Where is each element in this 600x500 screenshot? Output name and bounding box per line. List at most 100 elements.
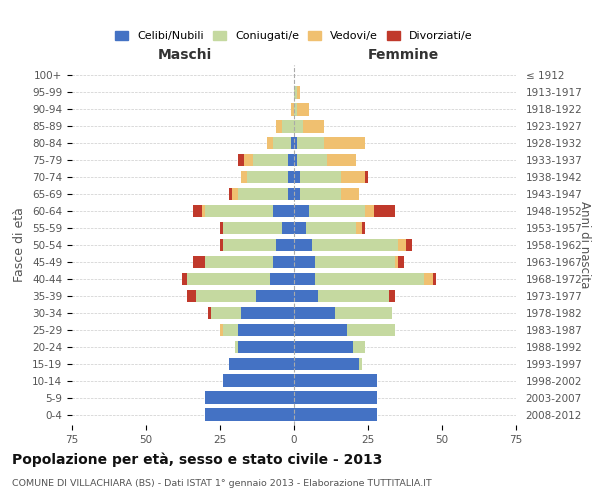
Bar [294, 290, 317, 302]
Bar [282, 120, 294, 132]
Bar [288, 170, 294, 183]
Y-axis label: Fasce di età: Fasce di età [13, 208, 26, 282]
Bar [238, 324, 294, 336]
Bar [232, 188, 238, 200]
Bar [335, 306, 392, 320]
Bar [294, 238, 312, 252]
Bar [294, 204, 309, 218]
Bar [273, 136, 291, 149]
Bar [271, 272, 294, 285]
Bar [247, 170, 288, 183]
Bar [235, 340, 238, 353]
Bar [398, 238, 406, 252]
Bar [238, 188, 288, 200]
Bar [223, 238, 276, 252]
Bar [253, 154, 288, 166]
Bar [229, 188, 232, 200]
Bar [297, 86, 300, 99]
Text: Maschi: Maschi [157, 48, 212, 62]
Bar [208, 306, 211, 320]
Legend: Celibi/Nubili, Coniugati/e, Vedovi/e, Divorziati/e: Celibi/Nubili, Coniugati/e, Vedovi/e, Di… [112, 28, 476, 44]
Bar [241, 306, 294, 320]
Bar [220, 324, 223, 336]
Bar [294, 120, 303, 132]
Bar [220, 222, 223, 234]
Bar [291, 103, 294, 116]
Bar [294, 170, 300, 183]
Bar [238, 340, 294, 353]
Bar [205, 408, 294, 421]
Bar [294, 392, 377, 404]
Bar [294, 256, 315, 268]
Bar [306, 222, 356, 234]
Bar [223, 324, 238, 336]
Bar [202, 204, 205, 218]
Bar [273, 256, 294, 268]
Bar [294, 306, 335, 320]
Bar [312, 238, 398, 252]
Text: Femmine: Femmine [368, 48, 439, 62]
Bar [323, 136, 365, 149]
Bar [256, 290, 294, 302]
Bar [317, 290, 389, 302]
Bar [300, 188, 341, 200]
Bar [220, 238, 223, 252]
Bar [294, 136, 297, 149]
Y-axis label: Anni di nascita: Anni di nascita [578, 202, 591, 288]
Bar [193, 204, 202, 218]
Bar [294, 324, 347, 336]
Bar [223, 374, 294, 387]
Bar [395, 256, 398, 268]
Bar [196, 290, 256, 302]
Bar [297, 103, 309, 116]
Bar [294, 272, 315, 285]
Bar [374, 204, 395, 218]
Text: Popolazione per età, sesso e stato civile - 2013: Popolazione per età, sesso e stato civil… [12, 452, 382, 467]
Bar [353, 340, 365, 353]
Bar [303, 120, 323, 132]
Bar [187, 272, 271, 285]
Bar [362, 222, 365, 234]
Bar [282, 222, 294, 234]
Bar [309, 204, 365, 218]
Bar [238, 154, 244, 166]
Bar [223, 222, 282, 234]
Bar [294, 374, 377, 387]
Bar [205, 204, 273, 218]
Bar [294, 86, 297, 99]
Bar [294, 154, 297, 166]
Bar [341, 188, 359, 200]
Bar [193, 256, 205, 268]
Bar [424, 272, 433, 285]
Bar [205, 256, 273, 268]
Bar [241, 170, 247, 183]
Bar [294, 103, 297, 116]
Bar [268, 136, 273, 149]
Bar [182, 272, 187, 285]
Bar [359, 358, 362, 370]
Bar [341, 170, 365, 183]
Bar [187, 290, 196, 302]
Text: COMUNE DI VILLACHIARA (BS) - Dati ISTAT 1° gennaio 2013 - Elaborazione TUTTITALI: COMUNE DI VILLACHIARA (BS) - Dati ISTAT … [12, 479, 432, 488]
Bar [315, 256, 395, 268]
Bar [291, 136, 294, 149]
Bar [297, 154, 326, 166]
Bar [229, 358, 294, 370]
Bar [347, 324, 395, 336]
Bar [389, 290, 395, 302]
Bar [294, 188, 300, 200]
Bar [356, 222, 362, 234]
Bar [294, 340, 353, 353]
Bar [276, 238, 294, 252]
Bar [398, 256, 404, 268]
Bar [273, 204, 294, 218]
Bar [244, 154, 253, 166]
Bar [211, 306, 241, 320]
Bar [433, 272, 436, 285]
Bar [297, 136, 323, 149]
Bar [288, 188, 294, 200]
Bar [406, 238, 412, 252]
Bar [294, 222, 306, 234]
Bar [294, 408, 377, 421]
Bar [326, 154, 356, 166]
